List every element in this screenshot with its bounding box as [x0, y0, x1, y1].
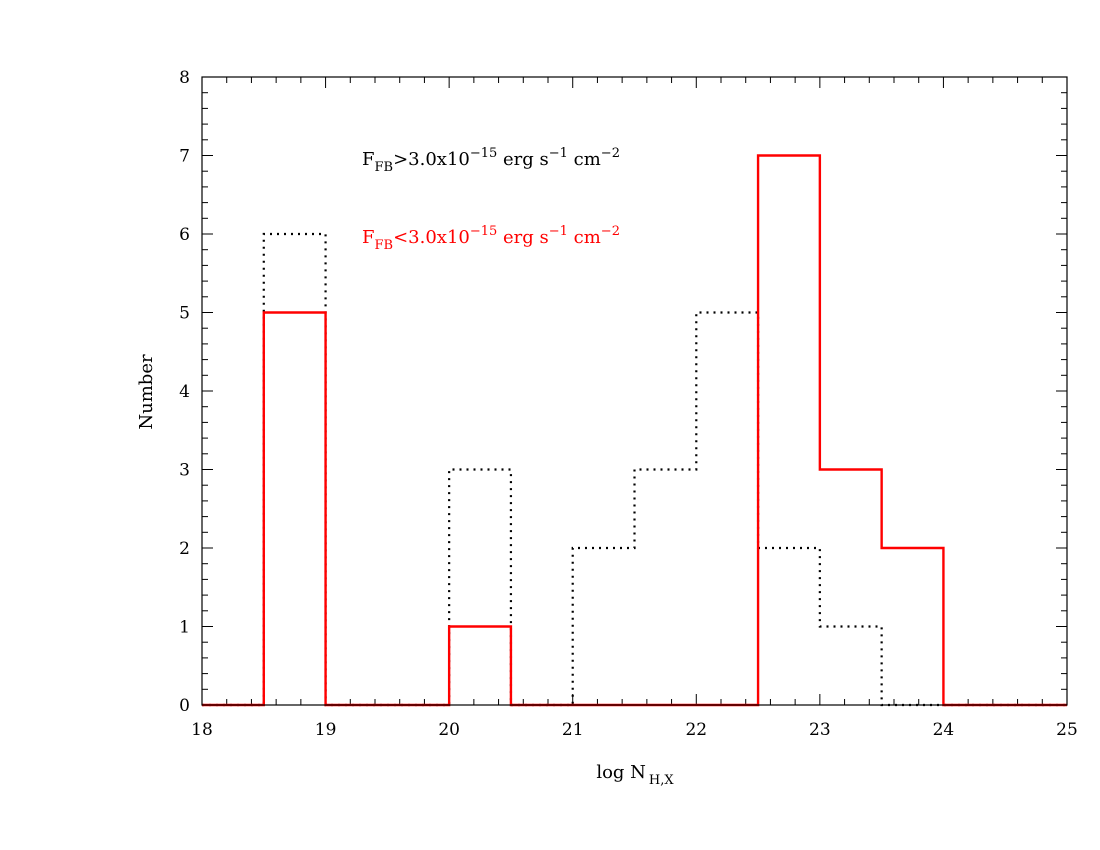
- x-tick-label: 20: [438, 720, 460, 740]
- y-tick-label: 7: [179, 147, 190, 167]
- y-tick-label: 6: [179, 225, 190, 245]
- y-tick-label: 3: [179, 461, 190, 481]
- y-tick-label: 0: [179, 696, 190, 716]
- histogram-series-2: [202, 154, 1067, 707]
- y-tick-label: 2: [179, 539, 190, 559]
- histogram-series-1: [202, 232, 1067, 707]
- y-tick-label: 5: [179, 304, 190, 324]
- x-tick-label: 21: [562, 720, 584, 740]
- x-tick-label: 23: [809, 720, 831, 740]
- axis-ticks: [201, 76, 1068, 706]
- y-tick-label: 4: [179, 382, 190, 402]
- y-tick-label: 1: [179, 618, 190, 638]
- x-axis-label: log N H,X: [596, 762, 674, 788]
- legend: FFB>3.0x10−15 erg s−1 cm−2 FFB<3.0x10−15…: [362, 146, 620, 253]
- x-tick-label: 19: [315, 720, 337, 740]
- legend-entry-1: FFB>3.0x10−15 erg s−1 cm−2: [362, 146, 620, 175]
- plot-frame: [201, 76, 1068, 706]
- x-tick-label: 22: [685, 720, 707, 740]
- y-tick-label: 8: [179, 68, 190, 88]
- x-tick-label: 24: [933, 720, 955, 740]
- y-axis-label: Number: [136, 354, 157, 430]
- legend-entry-2: FFB<3.0x10−15 erg s−1 cm−2: [362, 224, 620, 253]
- x-tick-label: 25: [1056, 720, 1078, 740]
- x-tick-label: 18: [191, 720, 213, 740]
- histogram-series: [202, 154, 1067, 707]
